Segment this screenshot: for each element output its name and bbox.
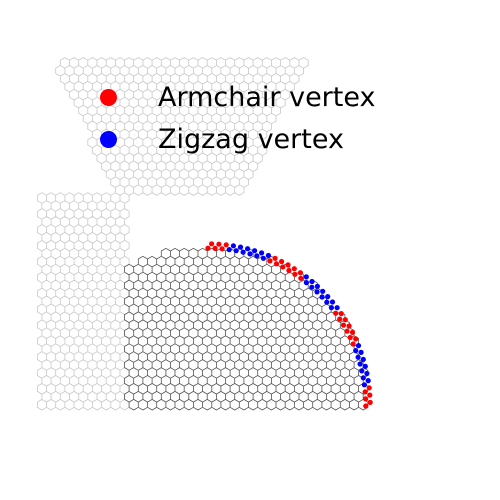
legend-label-zigzag: Zigzag vertex: [158, 123, 344, 155]
zigzag-vertex-marker: [359, 368, 365, 374]
armchair-vertex-marker: [285, 262, 291, 268]
armchair-vertex-marker: [347, 334, 353, 341]
armchair-vertex-marker: [367, 399, 373, 405]
zigzag-vertex-marker: [355, 354, 361, 360]
armchair-marker-icon: [100, 88, 117, 106]
zigzag-vertex-marker: [240, 249, 246, 255]
zigzag-vertex-marker: [329, 299, 336, 305]
zigzag-vertex-marker: [362, 363, 368, 369]
armchair-vertex-marker: [286, 267, 292, 274]
armchair-vertex-marker: [353, 336, 359, 342]
zigzag-vertex-marker: [358, 349, 364, 355]
zigzag-vertex-marker: [365, 378, 371, 384]
armchair-vertex-marker: [349, 329, 356, 335]
armchair-vertex-marker: [216, 241, 222, 247]
zigzag-vertex-marker: [254, 253, 260, 259]
edge-vertex-markers: [205, 241, 373, 409]
zigzag-vertex-marker: [360, 356, 366, 362]
armchair-vertex-marker: [298, 275, 304, 281]
armchair-vertex-marker: [272, 255, 278, 261]
inner-lattice-cells: [124, 247, 369, 411]
zigzag-vertex-marker: [364, 370, 370, 377]
zigzag-vertex-marker: [334, 305, 340, 311]
armchair-vertex-marker: [292, 271, 298, 277]
armchair-vertex-marker: [212, 245, 218, 251]
outer-hex-lattice: [37, 57, 309, 411]
zigzag-vertex-marker: [324, 299, 330, 305]
zigzag-vertex-marker: [233, 248, 239, 254]
zigzag-vertex-marker: [237, 244, 244, 250]
armchair-vertex-marker: [342, 317, 348, 323]
zigzag-vertex-marker: [309, 278, 315, 285]
armchair-vertex-marker: [346, 323, 352, 329]
zigzag-vertex-marker: [226, 247, 232, 253]
armchair-vertex-marker: [340, 322, 347, 328]
zigzag-vertex-marker: [360, 375, 366, 381]
zigzag-vertex-marker: [325, 294, 331, 300]
zigzag-vertex-marker: [314, 283, 320, 289]
armchair-vertex-marker: [363, 403, 369, 409]
armchair-vertex-marker: [219, 246, 225, 252]
armchair-vertex-marker: [267, 258, 273, 264]
zigzag-vertex-marker: [361, 382, 367, 388]
armchair-vertex-marker: [333, 310, 339, 316]
legend-item-armchair: Armchair vertex: [96, 76, 375, 118]
legend-item-zigzag: Zigzag vertex: [96, 118, 375, 160]
zigzag-vertex-marker: [252, 248, 258, 254]
zigzag-vertex-marker: [245, 246, 251, 252]
zigzag-vertex-marker: [319, 294, 325, 300]
armchair-vertex-marker: [280, 264, 286, 270]
inner-hex-lattice: [124, 247, 369, 411]
armchair-vertex-marker: [291, 266, 297, 272]
zigzag-vertex-marker: [303, 274, 309, 280]
zigzag-vertex-marker: [259, 250, 265, 256]
zigzag-vertex-marker: [247, 251, 253, 257]
armchair-vertex-marker: [209, 241, 215, 247]
zigzag-vertex-marker: [320, 288, 326, 294]
armchair-vertex-marker: [363, 396, 369, 402]
zigzag-vertex-marker: [353, 348, 359, 354]
zigzag-vertex-marker: [230, 243, 236, 249]
legend-label-armchair: Armchair vertex: [158, 81, 376, 113]
zigzag-vertex-marker: [260, 255, 266, 261]
legend: Armchair vertex Zigzag vertex: [96, 76, 375, 160]
armchair-vertex-marker: [366, 385, 372, 391]
zigzag-vertex-marker: [328, 305, 334, 311]
armchair-vertex-marker: [223, 242, 229, 248]
armchair-vertex-marker: [273, 261, 280, 267]
zigzag-vertex-marker: [357, 361, 363, 367]
zigzag-vertex-marker: [314, 289, 320, 295]
zigzag-vertex-marker: [355, 343, 362, 349]
armchair-vertex-marker: [362, 389, 368, 395]
armchair-vertex-marker: [367, 392, 373, 398]
zigzag-vertex-marker: [303, 280, 309, 286]
zigzag-vertex-marker: [265, 252, 271, 259]
zigzag-marker-icon: [100, 130, 117, 148]
armchair-vertex-marker: [350, 341, 356, 347]
armchair-vertex-marker: [297, 270, 303, 276]
armchair-vertex-marker: [279, 258, 285, 265]
outer-lattice-cells: [37, 57, 309, 411]
armchair-vertex-marker: [337, 316, 343, 322]
armchair-vertex-marker: [344, 328, 350, 334]
zigzag-vertex-marker: [309, 284, 315, 290]
armchair-vertex-marker: [338, 311, 344, 317]
armchair-vertex-marker: [205, 245, 211, 251]
